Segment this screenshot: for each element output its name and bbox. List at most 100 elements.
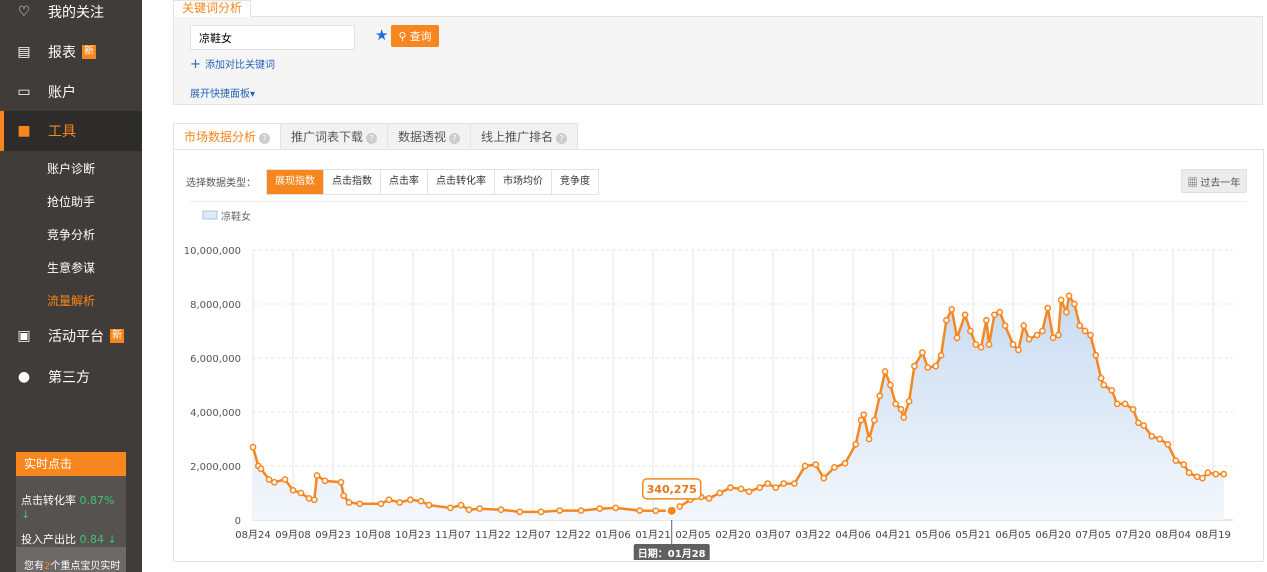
type-competition[interactable]: 竞争度 — [552, 170, 598, 194]
keyword-input[interactable] — [190, 25, 355, 50]
data-point — [772, 484, 780, 491]
type-ctr[interactable]: 点击率 — [381, 170, 428, 194]
data-point — [881, 368, 889, 375]
data-point — [831, 464, 838, 471]
trend-chart: 凉鞋女 0 2,000,000 4,000,000 6,000,000 8,000,000… — [184, 210, 1233, 560]
data-point — [1108, 387, 1116, 394]
sidebar-item-account[interactable]: ▭ 账户 — [17, 84, 76, 101]
series-area — [253, 295, 1224, 520]
type-conversion[interactable]: 点击转化率 — [428, 170, 495, 194]
data-point — [305, 495, 313, 502]
y-tick-label: 0 — [235, 516, 241, 527]
data-point — [1065, 292, 1073, 300]
data-point — [1097, 374, 1105, 382]
data-point — [919, 349, 926, 356]
data-point — [1185, 469, 1193, 477]
data-point — [1220, 470, 1228, 478]
data-point — [417, 497, 425, 505]
help-icon: ? — [556, 133, 568, 144]
data-point — [876, 392, 884, 400]
conversion-rate-row: 点击转化率 0.87% ↓ — [21, 494, 115, 521]
data-point — [1063, 308, 1070, 316]
data-point — [407, 496, 414, 504]
sidebar-sub-competition[interactable]: 竞争分析 — [47, 228, 96, 242]
data-point — [636, 507, 644, 514]
x-tick-label: 05月21 — [955, 529, 990, 541]
x-tick-label: 10月23 — [395, 529, 430, 541]
tab-keyword-download[interactable]: 推广词表下载? — [281, 123, 389, 150]
query-button[interactable]: ⚲ 查询 — [391, 25, 439, 47]
data-point — [967, 327, 974, 335]
sidebar-sub-account-diagnosis[interactable]: 账户诊断 — [47, 162, 96, 176]
account-card-icon: ▭ — [17, 84, 31, 100]
data-point — [356, 500, 364, 508]
data-point — [1204, 469, 1212, 477]
y-tick-label: 8,000,000 — [190, 300, 241, 311]
x-tick-label: 09月08 — [275, 529, 310, 541]
tab-online-ranking[interactable]: 线上推广排名? — [471, 123, 579, 150]
tab-data-pivot[interactable]: 数据透视? — [388, 123, 472, 150]
data-point — [1001, 322, 1009, 329]
sidebar-item-third-party[interactable]: ● 第三方 — [17, 369, 90, 386]
data-point — [612, 504, 620, 512]
puzzle-icon: ● — [17, 369, 31, 385]
data-point — [396, 499, 404, 506]
tab-keyword-analysis[interactable]: 关键词分析 — [173, 0, 252, 17]
realtime-title: 实时点击 — [16, 452, 126, 476]
x-tick-label: 09月23 — [315, 529, 350, 541]
data-point — [737, 485, 745, 493]
data-point — [857, 416, 865, 424]
data-point — [860, 411, 868, 419]
y-tick-label: 6,000,000 — [190, 354, 241, 365]
caret-down-icon: ▾ — [250, 89, 256, 100]
data-point — [852, 441, 860, 448]
data-point — [953, 334, 961, 342]
sidebar-item-my-follow[interactable]: ♡ 我的关注 — [17, 4, 104, 21]
sidebar-item-activity[interactable]: ▣ 活动平台新 — [17, 328, 124, 345]
data-point — [1100, 381, 1108, 389]
sidebar-sub-position-helper[interactable]: 抢位助手 — [47, 195, 96, 209]
data-point — [977, 343, 985, 351]
data-point — [871, 416, 878, 424]
type-avg-price[interactable]: 市场均价 — [495, 170, 552, 194]
data-point — [265, 476, 273, 483]
realtime-footer[interactable]: 您有2个重点宝贝实时 — [16, 547, 126, 572]
data-point — [1199, 474, 1206, 482]
heart-icon: ♡ — [17, 4, 31, 20]
data-point — [337, 478, 345, 486]
sidebar-sub-traffic[interactable]: 流量解析 — [47, 294, 96, 308]
data-point — [310, 496, 318, 504]
sidebar-sub-business[interactable]: 生意参谋 — [47, 261, 96, 275]
data-point — [911, 362, 918, 370]
gift-icon: ▣ — [17, 328, 31, 344]
help-icon: ? — [449, 133, 461, 144]
x-crosshair-label-bg — [633, 544, 710, 560]
type-clicks[interactable]: 点击指数 — [324, 170, 381, 194]
help-icon: ? — [259, 133, 271, 144]
sidebar-item-report[interactable]: ▤ 报表新 — [17, 44, 96, 61]
legend-label: 凉鞋女 — [221, 210, 251, 223]
sidebar-item-tools[interactable]: ■ 工具 — [0, 111, 142, 151]
star-icon[interactable]: ★ — [375, 26, 389, 44]
data-point — [270, 478, 278, 486]
tab-market-data[interactable]: 市场数据分析? — [173, 123, 282, 150]
data-point — [985, 341, 993, 348]
y-tick-label: 4,000,000 — [190, 408, 241, 419]
data-point — [1033, 331, 1041, 339]
add-compare-keyword-link[interactable]: + 添加对比关键词 — [190, 57, 276, 72]
data-point — [892, 400, 900, 408]
data-type-label: 选择数据类型： — [186, 178, 256, 189]
x-crosshair-label: 日期：01月28 — [638, 547, 706, 560]
expand-panel-link[interactable]: 展开快捷面板▾ — [190, 89, 256, 100]
x-tick-label: 12月07 — [515, 529, 550, 541]
data-point — [1129, 405, 1137, 413]
data-point — [1009, 341, 1017, 348]
data-point — [1055, 331, 1062, 339]
date-range-button[interactable]: ▦ 过去一年 — [1181, 169, 1247, 193]
type-impressions[interactable]: 展现指数 — [267, 170, 324, 194]
data-point — [596, 505, 604, 513]
realtime-panel: 实时点击 点击转化率 0.87% ↓ 投入产出比 0.84 ↓ 您有2个重点宝贝… — [16, 452, 126, 572]
y-tick-label: 2,000,000 — [190, 462, 241, 473]
data-point — [1039, 327, 1046, 335]
roi-row: 投入产出比 0.84 ↓ — [21, 533, 117, 546]
